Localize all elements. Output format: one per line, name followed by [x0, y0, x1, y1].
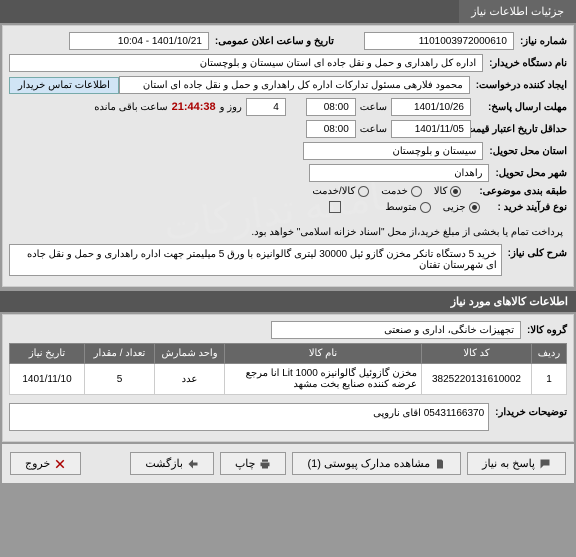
cell-qty: 5 — [85, 364, 155, 395]
partial-pay-label: پرداخت تمام یا بخشی از مبلغ خرید،از محل … — [247, 225, 567, 240]
tab-details[interactable]: جزئیات اطلاعات نیاز — [459, 0, 576, 23]
radio-goods-label: کالا — [434, 186, 448, 197]
col-code: کد کالا — [422, 344, 532, 364]
col-date: تاریخ نیاز — [10, 344, 85, 364]
radio-dot-icon — [358, 186, 369, 197]
cell-rownum: 1 — [532, 364, 567, 395]
print-label: چاپ — [235, 457, 256, 470]
back-icon — [187, 458, 199, 470]
radio-service[interactable]: خدمت — [381, 186, 422, 197]
extend-days: 4 — [246, 98, 286, 116]
creator-label: ایجاد کننده درخواست: — [476, 80, 567, 91]
reply-icon — [539, 458, 551, 470]
contact-buyer-button[interactable]: اطلاعات تماس خریدار — [9, 77, 119, 94]
city-value: راهدان — [309, 164, 489, 182]
price-valid-label: حداقل تاریخ اعتبار قیمت: تا تاریخ: — [477, 124, 567, 135]
radio-medium[interactable]: متوسط — [385, 202, 430, 213]
footer-buttons: پاسخ به نیاز مشاهده مدارک پیوستی (1) چاپ… — [2, 444, 574, 483]
announce-label: تاریخ و ساعت اعلان عمومی: — [215, 36, 334, 47]
col-row: ردیف — [532, 344, 567, 364]
province-label: استان محل تحویل: — [489, 146, 567, 157]
radio-dot-icon — [420, 202, 431, 213]
buyer-org-value: اداره کل راهداری و حمل و نقل جاده ای است… — [9, 54, 483, 72]
buyer-org-label: نام دستگاه خریدار: — [489, 58, 567, 69]
attachment-icon — [434, 458, 446, 470]
exit-icon — [54, 458, 66, 470]
deadline-time: 08:00 — [306, 98, 356, 116]
items-panel: گروه کالا: تجهیزات خانگی، اداری و صنعتی … — [2, 314, 574, 442]
price-valid-date: 1401/11/05 — [391, 120, 471, 138]
items-section-header: اطلاعات کالاهای مورد نیاز — [0, 291, 576, 312]
cell-code: 3825220131610002 — [422, 364, 532, 395]
exit-button[interactable]: خروج — [10, 452, 81, 475]
group-value: تجهیزات خانگی، اداری و صنعتی — [271, 321, 521, 339]
need-no-label: شماره نیاز: — [520, 36, 567, 47]
cell-name: مخزن گازوئیل گالوانیزه Lit 1000 انا مرجع… — [225, 364, 422, 395]
col-name: نام کالا — [225, 344, 422, 364]
city-label: شهر محل تحویل: — [495, 168, 567, 179]
exit-label: خروج — [25, 457, 50, 470]
group-label: گروه کالا: — [527, 325, 567, 336]
deadline-label: مهلت ارسال پاسخ: — [477, 102, 567, 113]
buyer-notes-value: 05431166370 اقای ناروپی — [9, 403, 489, 431]
tab-header: جزئیات اطلاعات نیاز — [0, 0, 576, 23]
main-panel: شماره نیاز: 1101003972000610 تاریخ و ساع… — [2, 25, 574, 287]
creator-value: محمود فلارهی مسئول تدارکات اداره کل راهد… — [119, 76, 470, 94]
col-qty: تعداد / مقدار — [85, 344, 155, 364]
back-button[interactable]: بازگشت — [130, 452, 214, 475]
radio-dot-icon — [411, 186, 422, 197]
radio-small[interactable]: جزیی — [443, 202, 480, 213]
radio-medium-label: متوسط — [385, 202, 416, 213]
cell-unit: عدد — [155, 364, 225, 395]
time-label-1: ساعت — [356, 100, 391, 115]
countdown-suffix: ساعت باقی مانده — [90, 100, 171, 115]
need-desc-value: خرید 5 دستگاه تانکر مخزن گازو ئیل 30000 … — [9, 244, 502, 276]
items-table: ردیف کد کالا نام کالا واحد شمارش تعداد /… — [9, 343, 567, 395]
price-valid-time: 08:00 — [306, 120, 356, 138]
need-desc-label: شرح کلی نیاز: — [508, 244, 567, 259]
radio-small-label: جزیی — [443, 202, 466, 213]
table-header-row: ردیف کد کالا نام کالا واحد شمارش تعداد /… — [10, 344, 567, 364]
radio-service-label: خدمت — [381, 186, 408, 197]
print-button[interactable]: چاپ — [220, 452, 287, 475]
announce-value: 1401/10/21 - 10:04 — [69, 32, 209, 50]
table-row[interactable]: 1 3825220131610002 مخزن گازوئیل گالوانیز… — [10, 364, 567, 395]
attachments-label: مشاهده مدارک پیوستی (1) — [307, 457, 430, 470]
province-value: سیستان و بلوچستان — [303, 142, 483, 160]
radio-goods[interactable]: کالا — [434, 186, 462, 197]
buyer-notes-label: توضیحات خریدار: — [495, 403, 567, 418]
process-label: نوع فرآیند خرید : — [498, 202, 567, 213]
reply-label: پاسخ به نیاز — [482, 457, 535, 470]
col-unit: واحد شمارش — [155, 344, 225, 364]
radio-dot-icon — [450, 186, 461, 197]
deadline-date: 1401/10/26 — [391, 98, 471, 116]
radio-both[interactable]: کالا/خدمت — [312, 186, 369, 197]
radio-both-label: کالا/خدمت — [312, 186, 355, 197]
days-and-label: روز و — [216, 100, 246, 115]
radio-dot-icon — [469, 202, 480, 213]
category-label: طبقه بندی موضوعی: — [479, 186, 567, 197]
partial-pay-checkbox[interactable] — [329, 201, 341, 213]
need-no-value: 1101003972000610 — [364, 32, 514, 50]
cell-date: 1401/11/10 — [10, 364, 85, 395]
back-label: بازگشت — [145, 457, 183, 470]
print-icon — [259, 458, 271, 470]
time-label-2: ساعت — [356, 122, 391, 137]
attachments-button[interactable]: مشاهده مدارک پیوستی (1) — [292, 452, 461, 475]
reply-button[interactable]: پاسخ به نیاز — [467, 452, 566, 475]
countdown-timer: 21:44:38 — [172, 101, 216, 113]
